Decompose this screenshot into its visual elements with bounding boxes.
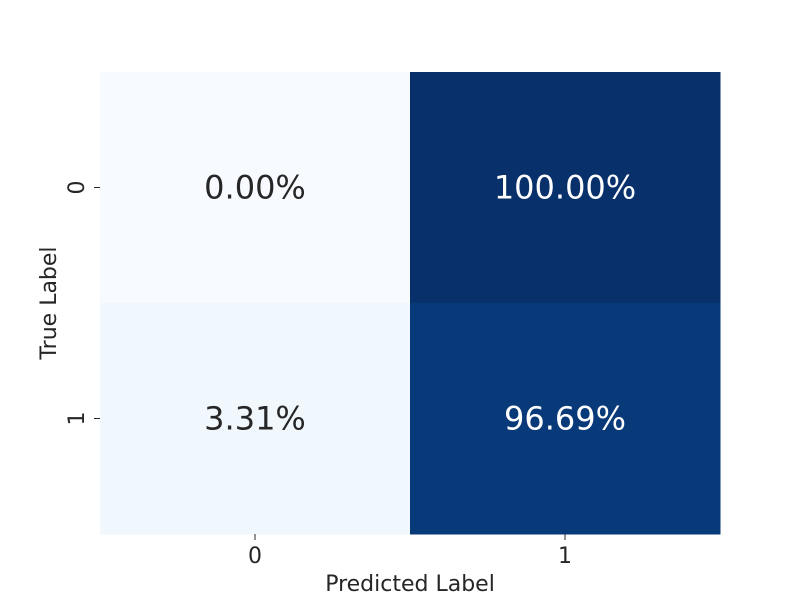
heatmap-cell-r1-c0	[100, 303, 411, 535]
heatmap-cells	[100, 72, 721, 535]
y-axis: 01	[65, 181, 100, 426]
y-tick-label-0: 0	[65, 181, 90, 195]
heatmap-cell-labels: 0.00% 100.00% 3.31% 96.69%	[204, 169, 636, 438]
heatmap-cell-r0-c0	[100, 72, 411, 304]
y-tick-label-1: 1	[65, 412, 90, 426]
y-axis-label: True Label	[37, 246, 62, 360]
heatmap-cell-r0-c1	[410, 72, 721, 304]
x-axis-label: Predicted Label	[325, 572, 495, 597]
heatmap-cell-label-r0-c1: 100.00%	[494, 169, 636, 207]
heatmap-cell-label-r1-c0: 3.31%	[204, 400, 306, 438]
heatmap-cell-label-r0-c0: 0.00%	[204, 169, 306, 207]
x-tick-label-1: 1	[558, 544, 572, 569]
x-tick-label-0: 0	[248, 544, 262, 569]
heatmap-cell-r1-c1	[410, 303, 721, 535]
heatmap-cell-label-r1-c1: 96.69%	[504, 400, 626, 438]
